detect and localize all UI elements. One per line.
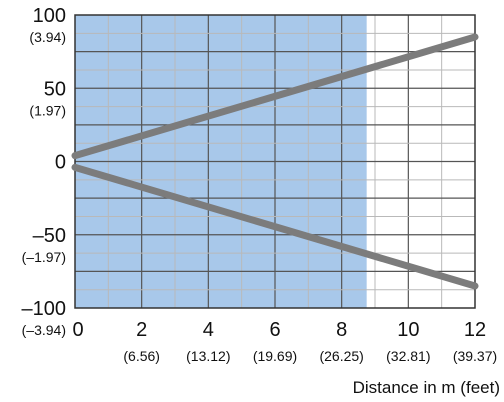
x-tick-label: 10 (397, 319, 419, 341)
y-tick-label: –100 (22, 298, 67, 320)
plot-frame (74, 14, 476, 309)
x-tick-sublabel: (6.56) (123, 348, 160, 364)
series-line-1 (71, 33, 479, 160)
axis-tick-labels: 100 (3.94) 50 (1.97) 0 –50 (–1.97) –100 (–3.94) 0… (22, 5, 498, 364)
y-tick-label: 0 (55, 152, 66, 174)
x-tick-label: 8 (336, 319, 347, 341)
y-tick-sublabel: (1.97) (29, 102, 66, 118)
x-tick-label: 4 (203, 319, 214, 341)
x-tick-sublabel: (26.25) (319, 348, 363, 364)
x-tick-label: 12 (464, 319, 486, 341)
y-tick-sublabel: (3.94) (29, 29, 66, 45)
y-tick-label: 100 (33, 5, 66, 27)
x-tick-sublabel: (19.69) (253, 348, 297, 364)
x-axis-label: Distance in m (feet) (353, 378, 500, 397)
series-line-2 (71, 163, 479, 290)
y-tick-sublabel: (–3.94) (22, 322, 66, 338)
y-tick-label: –50 (33, 225, 66, 247)
x-tick-sublabel: (39.37) (453, 348, 497, 364)
y-tick-sublabel: (–1.97) (22, 249, 66, 265)
x-tick-label: 6 (269, 319, 280, 341)
y-tick-label: 50 (44, 78, 66, 100)
x-tick-label: 2 (136, 319, 147, 341)
x-tick-sublabel: (13.12) (186, 348, 230, 364)
x-tick-label: 0 (72, 319, 83, 341)
x-tick-sublabel: (32.81) (386, 348, 430, 364)
plot-area (71, 14, 479, 309)
